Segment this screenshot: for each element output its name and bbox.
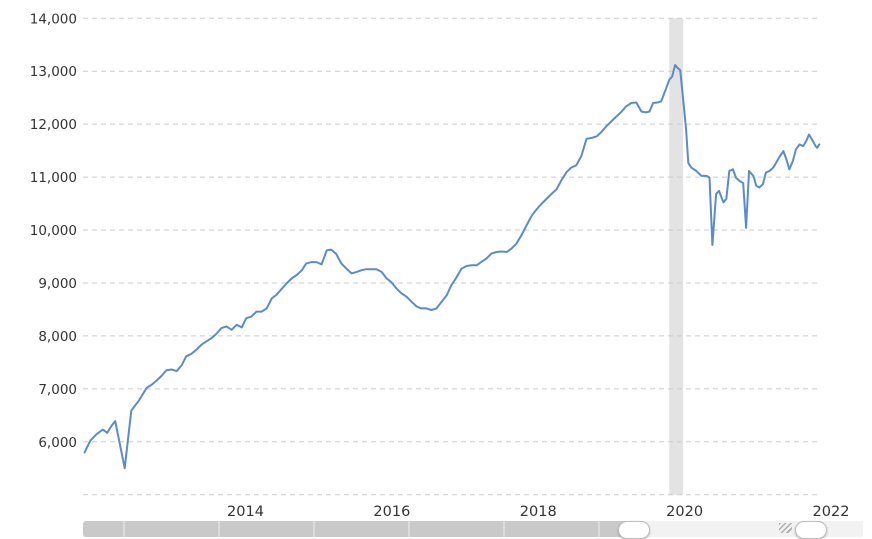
y-axis-label: 13,000 [30,64,77,80]
slider-tick-divider [408,521,410,537]
slider-tick-divider [313,521,315,537]
slider-tick-divider [123,521,125,537]
y-axis-label: 11,000 [30,170,77,186]
x-axis-label: 2014 [227,504,264,520]
slider-tick-divider [218,521,220,537]
x-axis-label: 2016 [373,504,410,520]
slider-right-handle[interactable] [795,521,827,539]
slider-selected-range[interactable] [628,521,863,537]
date-range-slider[interactable] [83,521,863,539]
y-axis-label: 10,000 [30,223,77,239]
y-axis-label: 6,000 [38,435,77,451]
y-axis-label: 14,000 [30,11,77,27]
data-line[interactable] [83,64,821,470]
y-axis-label: 8,000 [38,329,77,345]
recession-band [669,18,684,495]
x-axis-label: 2022 [813,504,850,520]
x-axis-label: 2020 [666,504,703,520]
y-axis-label: 12,000 [30,117,77,133]
y-axis-label: 9,000 [38,276,77,292]
x-axis-label: 2018 [520,504,557,520]
y-axis-label: 7,000 [38,382,77,398]
slider-tick-divider [503,521,505,537]
slider-left-handle[interactable] [618,521,650,539]
slider-tick-divider [598,521,600,537]
range-slider-grip-icon[interactable] [779,523,792,533]
